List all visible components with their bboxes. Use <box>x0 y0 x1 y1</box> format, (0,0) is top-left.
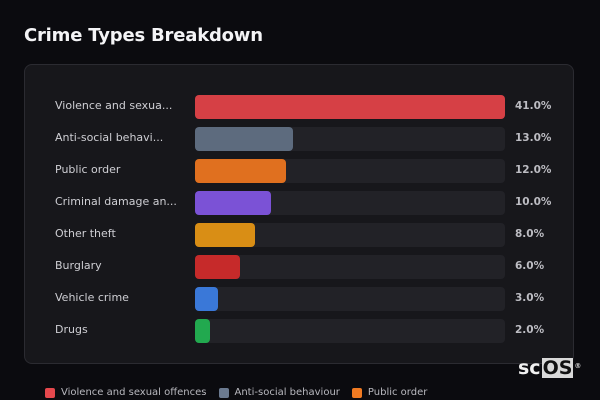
bar-track <box>195 255 505 279</box>
bar-value: 10.0% <box>515 196 552 208</box>
bar-label: Burglary <box>55 259 102 272</box>
bar-value: 2.0% <box>515 324 545 336</box>
bar-row[interactable]: Drugs 2.0% <box>25 319 575 343</box>
bar-label: Public order <box>55 163 121 176</box>
legend-swatch-icon <box>351 387 362 398</box>
bar-label: Violence and sexua... <box>55 99 173 112</box>
legend-label: Public order <box>367 387 428 398</box>
bar-value: 41.0% <box>515 100 552 112</box>
bar-fill[interactable] <box>195 127 294 151</box>
bar-row[interactable]: Public order 12.0% <box>25 159 575 183</box>
legend-label: Anti-social behaviour <box>234 387 340 398</box>
bar-fill[interactable] <box>195 287 218 311</box>
scos-logo: sc OS ® <box>517 357 581 379</box>
legend-swatch-icon <box>45 387 55 398</box>
legend-swatch-icon <box>218 387 229 398</box>
bar-track <box>195 95 505 119</box>
bar-fill[interactable] <box>195 191 271 215</box>
legend-item[interactable]: Anti-social behaviour <box>218 387 340 398</box>
bar-value: 8.0% <box>515 228 545 240</box>
bar-track <box>195 287 505 311</box>
chart-legend: Violence and sexual offences Anti-social … <box>45 387 427 398</box>
bar-row[interactable]: Violence and sexua... 41.0% <box>25 95 575 119</box>
bar-label: Vehicle crime <box>55 291 129 304</box>
bar-row[interactable]: Other theft 8.0% <box>25 223 575 247</box>
bar-track <box>195 159 505 183</box>
bar-row[interactable]: Criminal damage an... 10.0% <box>25 191 575 215</box>
bar-fill[interactable] <box>195 255 241 279</box>
bar-label: Drugs <box>55 323 88 336</box>
bar-row[interactable]: Anti-social behavi... 13.0% <box>25 127 575 151</box>
logo-text-sc: sc <box>518 357 541 379</box>
bar-fill[interactable] <box>195 159 286 183</box>
bar-value: 13.0% <box>515 132 552 144</box>
bar-track <box>195 191 505 215</box>
bar-row[interactable]: Vehicle crime 3.0% <box>25 287 575 311</box>
bar-value: 3.0% <box>515 292 545 304</box>
bar-value: 12.0% <box>515 164 552 176</box>
chart-title: Crime Types Breakdown <box>24 25 263 46</box>
bar-track <box>195 127 505 151</box>
bar-track <box>195 319 505 343</box>
bar-label: Criminal damage an... <box>55 195 177 208</box>
bar-row[interactable]: Burglary 6.0% <box>25 255 575 279</box>
bar-fill[interactable] <box>195 319 211 343</box>
chart-card: Violence and sexua... 41.0% Anti-social be… <box>24 64 574 364</box>
legend-label: Violence and sexual offences <box>61 387 207 398</box>
legend-item[interactable]: Violence and sexual offences <box>45 387 207 398</box>
logo-text-os: OS <box>541 357 574 379</box>
registered-mark: ® <box>574 362 582 370</box>
legend-item[interactable]: Public order <box>351 387 428 398</box>
bar-track <box>195 223 505 247</box>
bar-fill[interactable] <box>195 223 256 247</box>
bar-fill[interactable] <box>195 95 505 119</box>
bar-value: 6.0% <box>515 260 545 272</box>
bar-label: Anti-social behavi... <box>55 131 164 144</box>
bar-label: Other theft <box>55 227 116 240</box>
